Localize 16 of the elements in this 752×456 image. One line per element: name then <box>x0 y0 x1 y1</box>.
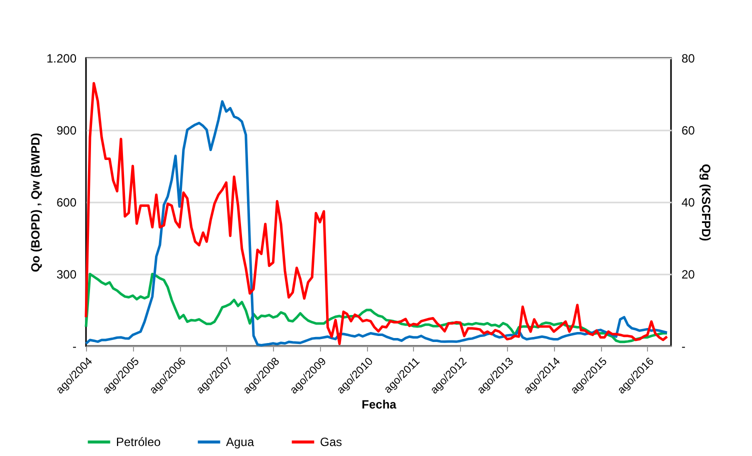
y-tick-label: 600 <box>56 196 77 210</box>
y2-tick-label: 20 <box>682 268 696 282</box>
legend-label: Gas <box>320 435 342 449</box>
y2-tick-label: 40 <box>682 196 696 210</box>
y-tick-label: - <box>72 340 76 354</box>
y-tick-label: 900 <box>56 124 77 138</box>
y2-tick-label: - <box>682 340 686 354</box>
legend-label: Petróleo <box>116 435 162 449</box>
y2-axis-title: Qg (KSCFPD) <box>698 164 713 242</box>
y-tick-label: 300 <box>56 268 77 282</box>
y-tick-label: 1.200 <box>46 52 77 66</box>
y2-tick-label: 60 <box>682 124 696 138</box>
y-axis-title: Qo (BOPD) , Qw (BWPD) <box>28 132 42 272</box>
y2-tick-label: 80 <box>682 52 696 66</box>
legend-label: Agua <box>226 435 254 449</box>
x-axis-title: Fecha <box>362 398 397 412</box>
